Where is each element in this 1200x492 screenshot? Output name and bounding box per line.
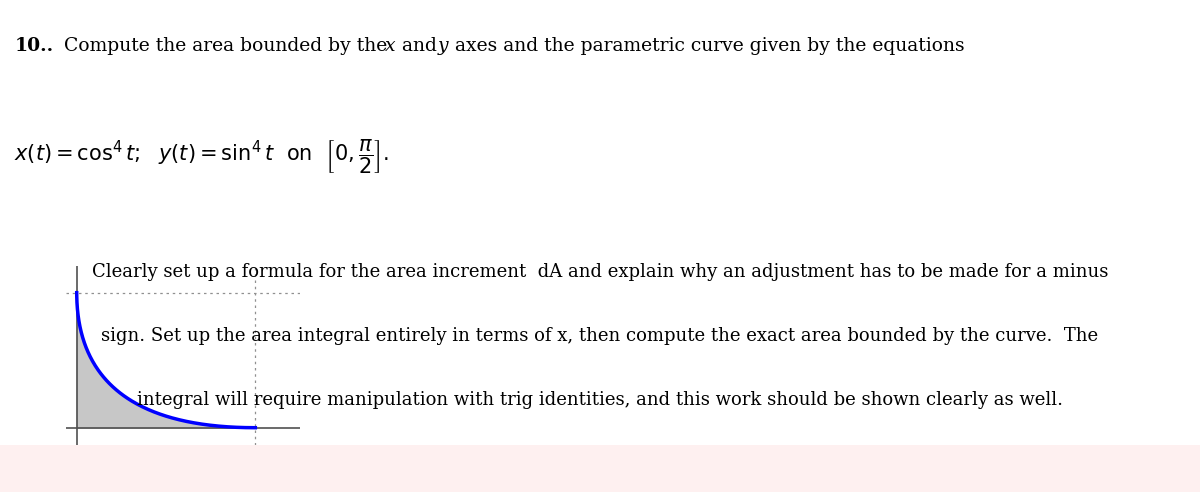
Text: sign. Set up the area integral entirely in terms of x, then compute the exact ar: sign. Set up the area integral entirely …	[102, 327, 1098, 345]
Bar	[0, 445, 1200, 492]
Text: y: y	[438, 37, 449, 55]
Text: 10..: 10..	[14, 37, 54, 55]
Text: axes and the parametric curve given by the equations: axes and the parametric curve given by t…	[449, 37, 965, 55]
Text: Clearly set up a formula for the area increment  dA and explain why an adjustmen: Clearly set up a formula for the area in…	[92, 263, 1108, 281]
Text: $x(t) = \cos^4 t;\ \ y(t) = \sin^4 t\ \ \mathrm{on}\ \ \left[0,\dfrac{\pi}{2}\ri: $x(t) = \cos^4 t;\ \ y(t) = \sin^4 t\ \ …	[14, 138, 389, 176]
Text: Compute the area bounded by the: Compute the area bounded by the	[64, 37, 392, 55]
Text: integral will require manipulation with trig identities, and this work should be: integral will require manipulation with …	[137, 391, 1063, 409]
Text: x: x	[385, 37, 396, 55]
Text: and: and	[396, 37, 443, 55]
